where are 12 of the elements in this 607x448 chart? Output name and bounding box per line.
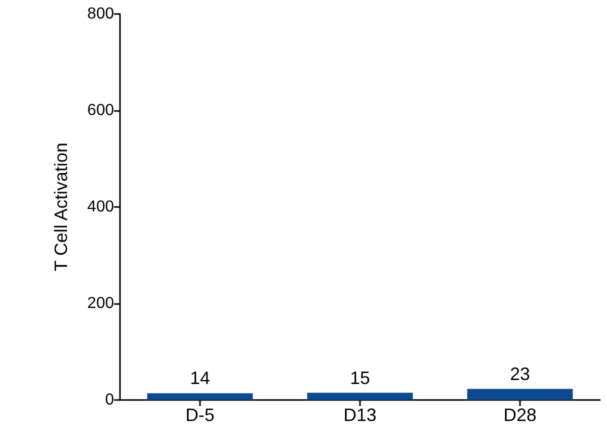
x-tick-label: D13 <box>343 405 377 425</box>
x-tick-label: D28 <box>503 405 537 425</box>
y-axis-title: T Cell Activation <box>51 142 71 272</box>
y-tick-label: 0 <box>105 392 114 408</box>
y-tick-label: 600 <box>87 102 114 119</box>
y-tick-label: 800 <box>87 6 114 22</box>
data-label: 14 <box>190 368 210 388</box>
y-tick-label: 200 <box>87 295 114 312</box>
data-label: 15 <box>350 368 370 388</box>
x-tick-label: D-5 <box>185 405 215 425</box>
y-tick-label: 400 <box>87 198 114 216</box>
data-label: 23 <box>510 364 530 384</box>
